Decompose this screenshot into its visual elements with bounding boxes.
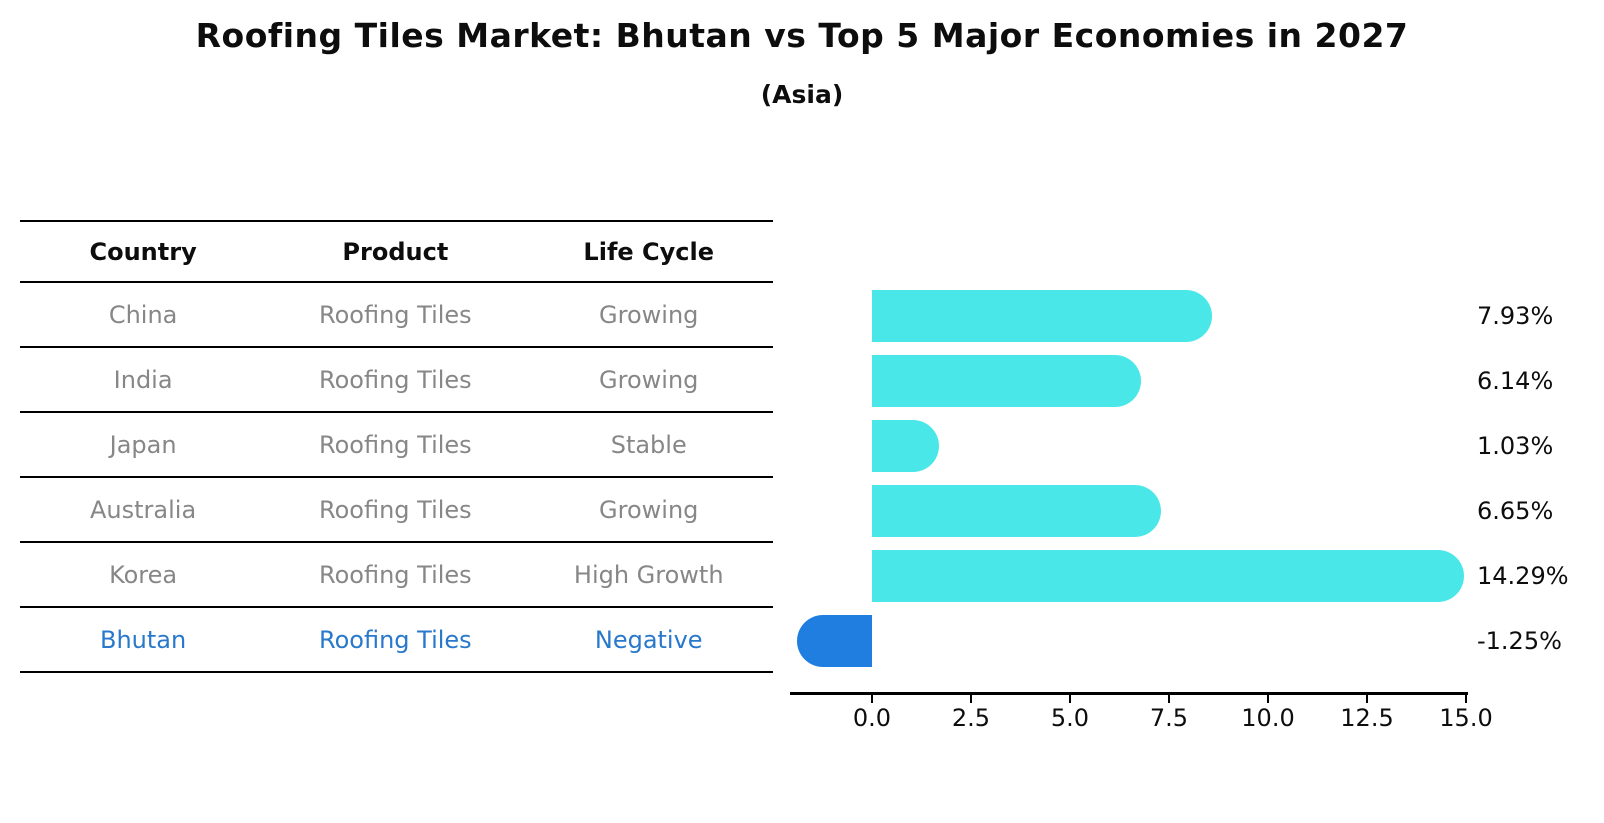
x-axis-tick <box>970 695 972 703</box>
row-product: Roofing Tiles <box>319 560 472 589</box>
table-row: India Roofing Tiles Growing <box>20 348 773 413</box>
row-country: Australia <box>90 495 197 524</box>
row-life-cycle: Growing <box>599 495 699 524</box>
table-header-life-cycle: Life Cycle <box>583 237 715 266</box>
row-product: Roofing Tiles <box>319 495 472 524</box>
x-axis-tick-label: 15.0 <box>1439 704 1493 732</box>
row-life-cycle: Stable <box>610 430 687 459</box>
row-life-cycle: Growing <box>599 300 699 329</box>
row-life-cycle: Growing <box>599 365 699 394</box>
bar-korea <box>872 549 1464 602</box>
table-header-row: Country Product Life Cycle <box>20 220 773 283</box>
row-product: Roofing Tiles <box>319 625 472 654</box>
country-table: Country Product Life Cycle China Roofing … <box>20 220 773 673</box>
bar-value-label: -1.25% <box>1477 626 1562 655</box>
row-country: Bhutan <box>100 625 187 654</box>
table-row: Japan Roofing Tiles Stable <box>20 413 773 478</box>
bar-value-label: 6.65% <box>1477 496 1554 525</box>
row-life-cycle: High Growth <box>573 560 724 589</box>
chart-title: Roofing Tiles Market: Bhutan vs Top 5 Ma… <box>195 16 1409 55</box>
x-axis-tick <box>1168 695 1170 703</box>
bar-bhutan <box>796 614 872 667</box>
row-product: Roofing Tiles <box>319 365 472 394</box>
bar-value-label: 6.14% <box>1477 366 1554 395</box>
x-axis-tick-label: 2.5 <box>951 704 991 732</box>
bar-australia <box>872 484 1162 537</box>
bar-japan <box>872 419 939 472</box>
x-axis-tick-label: 5.0 <box>1050 704 1090 732</box>
row-country: China <box>108 300 178 329</box>
x-axis-tick <box>1366 695 1368 703</box>
x-axis-tick <box>1465 695 1467 703</box>
table-row: Australia Roofing Tiles Growing <box>20 478 773 543</box>
row-product: Roofing Tiles <box>319 300 472 329</box>
table-header-country: Country <box>89 237 197 266</box>
x-axis-spine <box>790 692 1468 695</box>
bar-value-label: 7.93% <box>1477 301 1554 330</box>
row-product: Roofing Tiles <box>319 430 472 459</box>
chart-subtitle: (Asia) <box>760 80 844 109</box>
bar-value-label: 1.03% <box>1477 431 1554 460</box>
row-life-cycle: Negative <box>594 625 703 654</box>
bar-value-label: 14.29% <box>1477 561 1569 590</box>
row-country: India <box>113 365 173 394</box>
table-header-product: Product <box>342 237 449 266</box>
table-body: China Roofing Tiles Growing India Roofing Ti… <box>20 283 773 673</box>
x-axis-tick <box>871 695 873 703</box>
x-axis-tick-label: 10.0 <box>1241 704 1295 732</box>
table-row: Bhutan Roofing Tiles Negative <box>20 608 773 673</box>
row-country: Korea <box>109 560 178 589</box>
bar-india <box>872 354 1142 407</box>
bar-china <box>872 289 1213 342</box>
table-row: Korea Roofing Tiles High Growth <box>20 543 773 608</box>
x-axis-tick-label: 12.5 <box>1340 704 1394 732</box>
row-country: Japan <box>109 430 177 459</box>
table-row: China Roofing Tiles Growing <box>20 283 773 348</box>
x-axis-tick-label: 0.0 <box>852 704 892 732</box>
x-axis-tick-label: 7.5 <box>1149 704 1189 732</box>
x-axis-tick <box>1069 695 1071 703</box>
x-axis-tick <box>1267 695 1269 703</box>
